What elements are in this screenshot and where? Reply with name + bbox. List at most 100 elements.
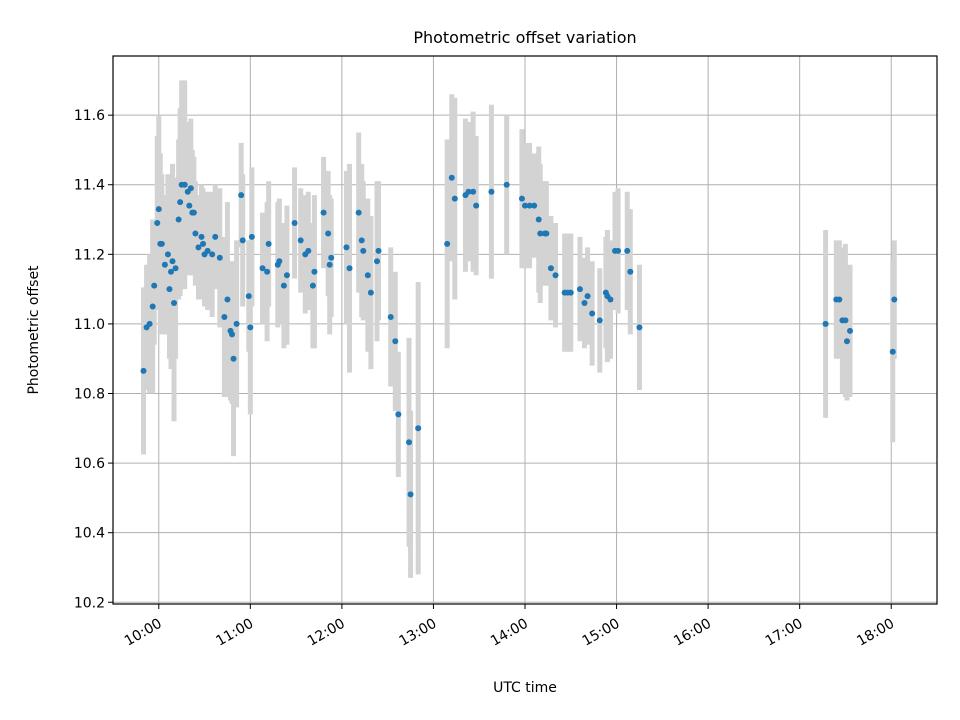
data-point (230, 355, 237, 362)
data-point (567, 289, 574, 296)
data-point (167, 268, 174, 275)
data-point (822, 320, 829, 327)
data-point (415, 425, 422, 432)
data-point (151, 282, 158, 289)
data-point (280, 282, 287, 289)
data-point (224, 296, 231, 303)
data-point (186, 202, 193, 209)
data-point (192, 230, 199, 237)
data-point (470, 188, 477, 195)
data-point (166, 286, 173, 293)
data-point (177, 199, 184, 206)
data-point (320, 209, 327, 216)
y-tick-label: 10.2 (74, 595, 105, 611)
data-point (581, 300, 588, 307)
data-point (140, 367, 147, 374)
data-point (291, 220, 298, 227)
data-point (407, 491, 414, 498)
data-point (247, 324, 254, 331)
data-point (624, 247, 631, 254)
data-point (311, 268, 318, 275)
data-point (161, 261, 168, 268)
data-point (488, 188, 495, 195)
data-point (843, 338, 850, 345)
y-tick-label: 10.4 (74, 526, 105, 542)
data-point (607, 296, 614, 303)
data-point (309, 282, 316, 289)
data-point (367, 289, 374, 296)
data-point (636, 324, 643, 331)
data-point (358, 237, 365, 244)
data-point (842, 317, 849, 324)
data-point (473, 202, 480, 209)
x-axis-label: UTC time (493, 680, 557, 696)
data-point (221, 313, 228, 320)
data-point (373, 258, 380, 265)
data-point (346, 265, 353, 272)
data-point (387, 313, 394, 320)
data-point (451, 195, 458, 202)
data-point (265, 240, 272, 247)
y-tick-label: 11.0 (74, 317, 105, 333)
data-point (181, 181, 188, 188)
data-point (465, 188, 472, 195)
data-point (146, 320, 153, 327)
data-point (305, 247, 312, 254)
data-point (171, 300, 178, 307)
data-point (576, 286, 583, 293)
data-point (175, 216, 182, 223)
data-point (245, 293, 252, 300)
data-point (212, 233, 219, 240)
y-tick-label: 10.6 (74, 456, 105, 472)
data-point (375, 247, 382, 254)
data-point (355, 209, 362, 216)
data-point (552, 272, 559, 279)
data-point (154, 220, 161, 227)
data-point (149, 303, 156, 310)
data-point (264, 268, 271, 275)
data-point (360, 247, 367, 254)
y-axis-ticks: 10.2 10.4 10.6 10.8 11.0 11.2 11.4 11.6 (74, 108, 113, 611)
data-point (343, 244, 350, 251)
y-tick-label: 11.4 (74, 178, 105, 194)
data-point (209, 251, 216, 258)
data-point (259, 265, 266, 272)
data-point (891, 296, 898, 303)
data-point (392, 338, 399, 345)
data-point (847, 327, 854, 334)
data-point (229, 331, 236, 338)
data-points (140, 174, 898, 498)
data-point (364, 272, 371, 279)
data-point (531, 202, 538, 209)
data-point (395, 411, 402, 418)
data-point (283, 272, 290, 279)
data-point (198, 233, 205, 240)
data-point (836, 296, 843, 303)
y-tick-label: 11.2 (74, 247, 105, 263)
data-point (543, 230, 550, 237)
data-point (584, 293, 591, 300)
data-point (164, 251, 171, 258)
data-point (526, 202, 533, 209)
data-point (233, 320, 240, 327)
data-point (535, 216, 542, 223)
data-point (158, 240, 165, 247)
data-point (537, 230, 544, 237)
data-point (503, 181, 510, 188)
data-point (522, 202, 528, 209)
data-point (155, 206, 162, 213)
data-point (195, 244, 202, 251)
data-point (627, 268, 634, 275)
data-point (248, 233, 255, 240)
data-point (615, 247, 622, 254)
data-point (518, 195, 525, 202)
data-point (325, 230, 332, 237)
data-point (328, 254, 335, 261)
data-point (187, 185, 194, 192)
data-point (172, 265, 179, 272)
data-point (169, 258, 176, 265)
data-point (216, 254, 223, 261)
data-point (239, 237, 246, 244)
data-point (200, 240, 207, 247)
